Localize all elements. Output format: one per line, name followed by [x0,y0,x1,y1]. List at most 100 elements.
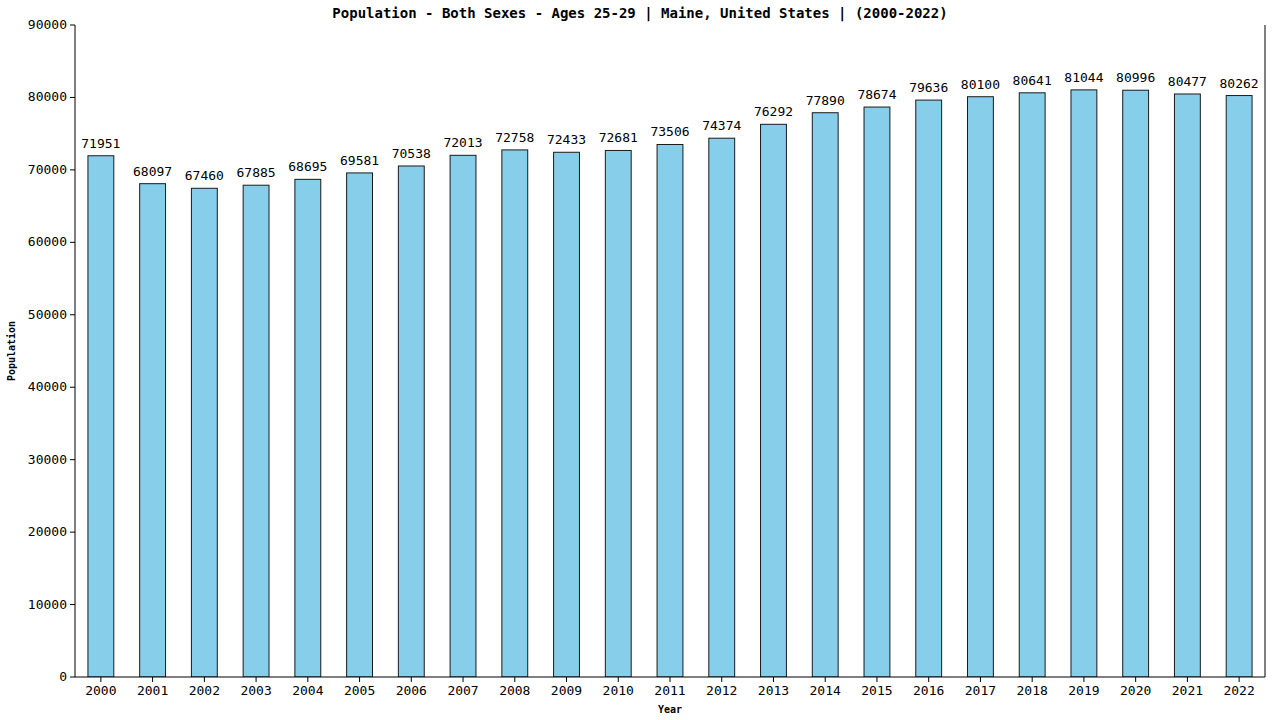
y-tick-label: 40000 [28,379,67,394]
bar [864,107,890,677]
bar [1071,90,1097,677]
x-tick [876,677,877,682]
x-tick [256,677,257,682]
x-tick [980,677,981,682]
x-tick [928,677,929,682]
data-label: 69581 [340,153,379,168]
x-tick-label: 2007 [447,683,478,698]
y-tick-label: 80000 [28,89,67,104]
x-tick-label: 2014 [810,683,841,698]
bar [347,173,373,677]
bar [968,97,994,677]
x-tick [825,677,826,682]
y-axis-label: Population [6,321,17,381]
x-tick [618,677,619,682]
y-tick [70,25,75,26]
bar [88,156,114,677]
bar [709,138,735,677]
chart: Population - Both Sexes - Ages 25-29 | M… [0,0,1280,720]
x-tick-label: 2021 [1172,683,1203,698]
data-label: 73506 [650,124,689,139]
data-label: 81044 [1064,70,1103,85]
x-tick [100,677,101,682]
data-label: 67885 [237,165,276,180]
x-tick [1135,677,1136,682]
bar [398,166,424,677]
x-tick-label: 2015 [861,683,892,698]
x-tick [152,677,153,682]
data-label: 72013 [443,135,482,150]
x-tick-label: 2006 [396,683,427,698]
bar [761,124,787,677]
y-tick [70,604,75,605]
y-tick [70,169,75,170]
bar [1174,94,1200,677]
x-tick-label: 2016 [913,683,944,698]
data-label: 80262 [1220,76,1259,91]
y-tick [70,459,75,460]
y-tick-label: 50000 [28,307,67,322]
x-tick [1083,677,1084,682]
bar [1019,93,1045,677]
bar [295,179,321,677]
data-label: 80996 [1116,70,1155,85]
x-tick-label: 2022 [1223,683,1254,698]
x-tick-label: 2019 [1068,683,1099,698]
y-tick-label: 10000 [28,597,67,612]
y-tick [70,387,75,388]
y-tick-label: 30000 [28,452,67,467]
bars [88,90,1252,677]
x-tick-label: 2009 [551,683,582,698]
y-tick [70,314,75,315]
x-tick [411,677,412,682]
x-tick-label: 2020 [1120,683,1151,698]
x-tick-label: 2005 [344,683,375,698]
bar [1226,96,1252,677]
y-tick [70,97,75,98]
y-tick-label: 60000 [28,234,67,249]
data-label: 76292 [754,104,793,119]
x-tick [307,677,308,682]
data-label: 80641 [1013,73,1052,88]
bar [554,152,580,677]
x-tick-label: 2003 [240,683,271,698]
data-label: 72758 [495,130,534,145]
y-tick [70,242,75,243]
x-tick-label: 2008 [499,683,530,698]
title: Population - Both Sexes - Ages 25-29 | M… [332,5,947,22]
data-label: 80100 [961,77,1000,92]
x-tick-label: 2002 [189,683,220,698]
data-label: 80477 [1168,74,1207,89]
bar [812,113,838,677]
x-tick-label: 2018 [1017,683,1048,698]
data-label: 67460 [185,168,224,183]
data-label: 71951 [81,136,120,151]
bar [502,150,528,677]
bar [243,185,269,677]
x-tick-label: 2012 [706,683,737,698]
y-axis [75,25,76,677]
x-tick-label: 2013 [758,683,789,698]
x-tick-label: 2010 [603,683,634,698]
bar [450,155,476,677]
data-label: 77890 [806,93,845,108]
x-tick [204,677,205,682]
y-tick-label: 90000 [28,17,67,32]
data-label: 70538 [392,146,431,161]
x-tick [1239,677,1240,682]
frame-right [1265,25,1266,677]
x-tick [566,677,567,682]
y-tick [70,532,75,533]
x-tick [773,677,774,682]
bar [605,150,631,677]
x-tick-label: 2000 [85,683,116,698]
data-label: 74374 [702,118,741,133]
x-tick [514,677,515,682]
y-tick-label: 0 [59,669,67,684]
data-label: 79636 [909,80,948,95]
x-tick [1032,677,1033,682]
x-axis-label: Year [658,704,682,715]
y-tick-label: 20000 [28,524,67,539]
x-tick [1187,677,1188,682]
x-tick-label: 2011 [654,683,685,698]
